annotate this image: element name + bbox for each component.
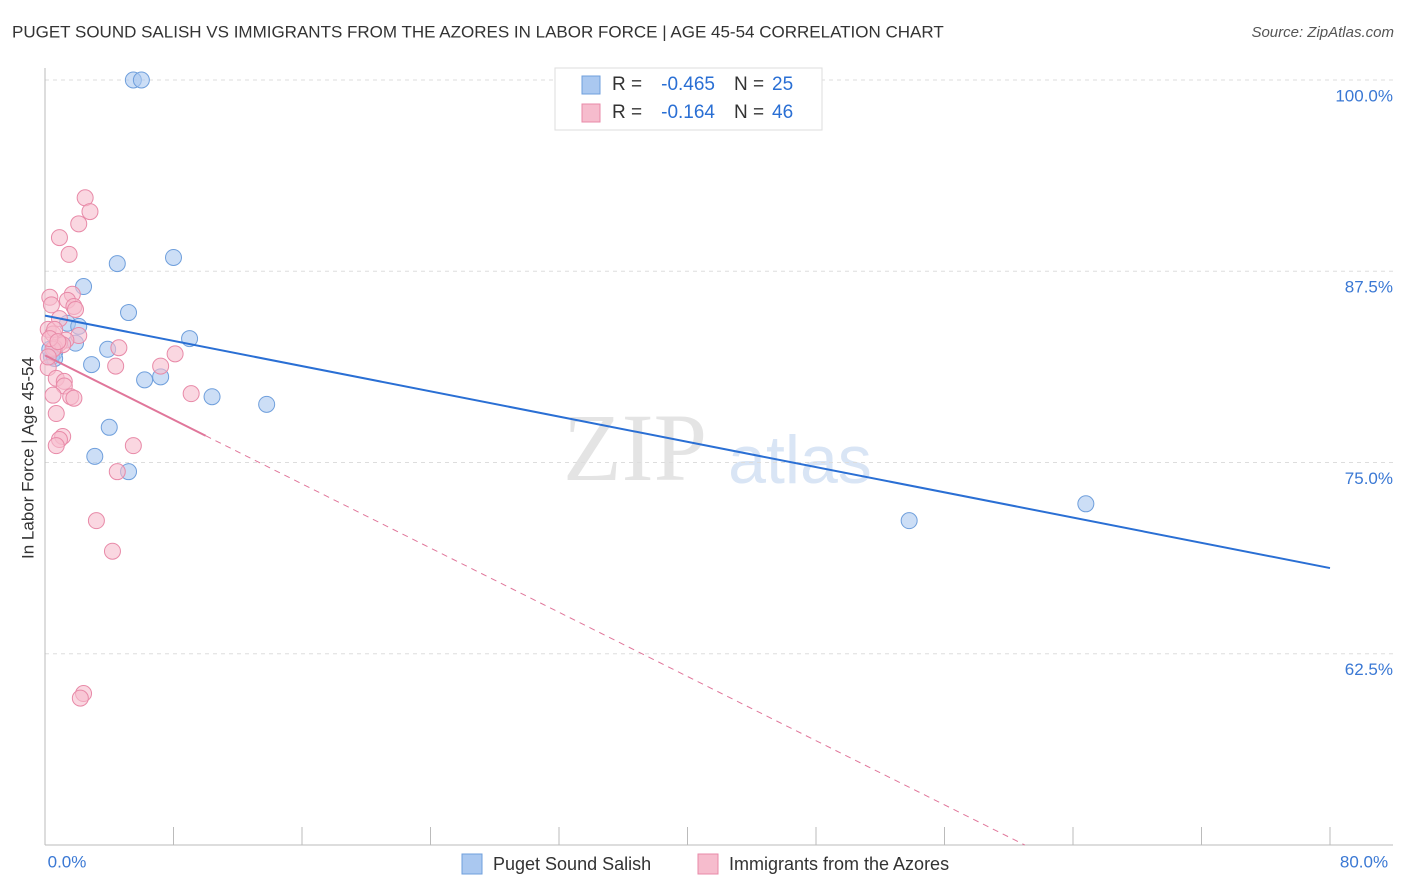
point: [67, 301, 85, 318]
point: [152, 357, 170, 375]
point: [203, 388, 221, 406]
point: [166, 345, 184, 363]
x-tick-label: 0.0%: [48, 852, 87, 871]
point: [42, 296, 60, 314]
point: [165, 248, 182, 266]
y-tick-label: 75.0%: [1345, 469, 1393, 488]
point: [86, 447, 104, 465]
point: [110, 339, 128, 357]
n-value: 46: [772, 102, 793, 123]
y-axis-label: In Labor Force | Age 45-54: [18, 357, 37, 559]
point: [124, 437, 142, 455]
point: [70, 215, 88, 233]
n-label: N =: [734, 74, 764, 95]
point: [258, 395, 276, 413]
point: [1077, 495, 1095, 513]
legend-label: Puget Sound Salish: [493, 854, 651, 874]
point: [60, 245, 78, 263]
trend-line: [44, 354, 207, 437]
point: [120, 304, 138, 322]
point: [44, 386, 62, 404]
point: [182, 385, 200, 403]
watermark: atlas: [728, 422, 872, 498]
point: [83, 356, 101, 374]
x-tick-label: 80.0%: [1340, 852, 1388, 871]
trend-line: [44, 314, 1331, 570]
legend-label: Immigrants from the Azores: [729, 854, 949, 874]
legend-swatch: [697, 853, 719, 875]
point: [100, 418, 118, 436]
point: [132, 71, 150, 89]
point: [49, 333, 67, 351]
r-label: R =: [612, 102, 642, 123]
point: [81, 203, 99, 221]
legend-swatch: [581, 75, 601, 95]
r-value: -0.164: [661, 102, 715, 123]
watermark: ZIP: [563, 394, 707, 501]
point: [103, 542, 121, 560]
point: [50, 229, 68, 247]
point: [65, 389, 83, 407]
r-value: -0.465: [661, 74, 715, 95]
point: [47, 405, 65, 423]
point: [108, 255, 126, 273]
chart-title: PUGET SOUND SALISH VS IMMIGRANTS FROM TH…: [12, 22, 944, 41]
source: Source: ZipAtlas.com: [1251, 24, 1394, 41]
y-tick-label: 62.5%: [1345, 660, 1393, 679]
n-label: N =: [734, 102, 764, 123]
point: [71, 689, 89, 707]
r-label: R =: [612, 74, 642, 95]
point: [108, 463, 126, 481]
point: [136, 371, 154, 389]
point: [87, 512, 105, 530]
y-tick-label: 87.5%: [1345, 278, 1393, 297]
n-value: 25: [772, 74, 793, 95]
y-tick-label: 100.0%: [1335, 86, 1393, 105]
trend-line: [205, 435, 1026, 846]
legend-swatch: [461, 853, 483, 875]
point: [900, 512, 918, 530]
point: [47, 437, 65, 455]
point: [107, 357, 125, 375]
legend-swatch: [581, 103, 601, 123]
